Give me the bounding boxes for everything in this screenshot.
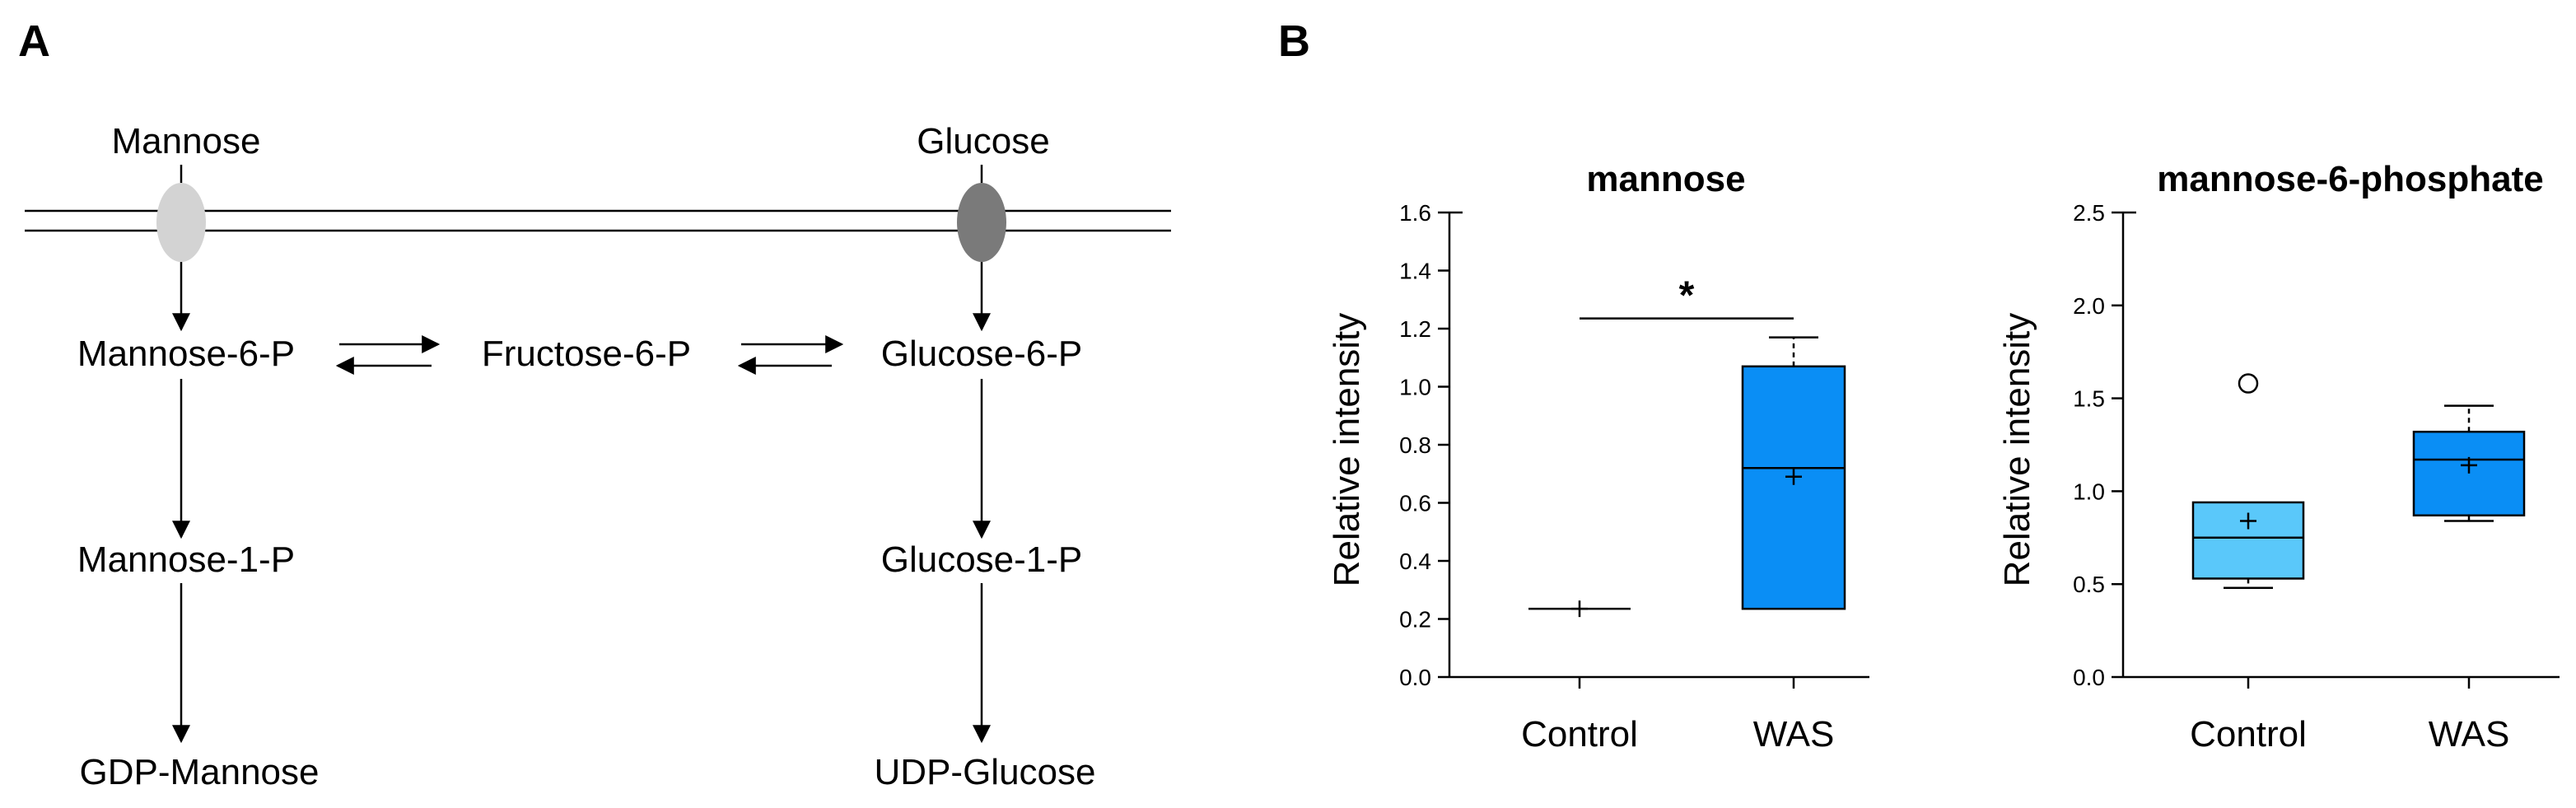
y-tick-label: 1.0 xyxy=(2073,479,2105,504)
node-mannose-1-p: Mannose-1-P xyxy=(77,539,295,580)
y-tick-label: 0.0 xyxy=(1399,665,1431,690)
panel-b: B mannose Relative intensity 0.0 0.2 0.4 0.6 0… xyxy=(1278,16,2560,754)
panel-a: A Mannose Mannose-6-P Mannose-1-P GDP-Ma… xyxy=(18,16,1171,792)
x-category-label: Control xyxy=(1521,714,1638,754)
chart-title: mannose-6-phosphate xyxy=(2157,159,2543,199)
y-tick-label: 1.6 xyxy=(1399,200,1431,226)
y-tick-label: 1.0 xyxy=(1399,375,1431,400)
node-gdp-mannose: GDP-Mannose xyxy=(79,752,319,792)
mean-marker xyxy=(1571,600,1588,618)
y-tick-label: 0.2 xyxy=(1399,607,1431,633)
node-mannose: Mannose xyxy=(111,121,260,161)
y-tick-label: 1.2 xyxy=(1399,316,1431,342)
x-category-label: WAS xyxy=(2429,714,2510,754)
outlier-point xyxy=(2238,373,2259,394)
y-axis-label: Relative intensity xyxy=(1327,313,1367,587)
chart-mannose: mannose Relative intensity 0.0 0.2 0.4 0.6 0.8… xyxy=(1327,159,1869,754)
mean-marker xyxy=(1785,468,1802,485)
node-glucose-6-p: Glucose-6-P xyxy=(881,334,1083,374)
mean-marker xyxy=(2461,456,2477,474)
y-tick-label: 0.6 xyxy=(1399,491,1431,516)
node-mannose-6-p: Mannose-6-P xyxy=(77,334,295,374)
y-tick-label: 2.5 xyxy=(2073,200,2105,226)
y-tick-label: 0.4 xyxy=(1399,549,1431,574)
y-tick-label: 0.5 xyxy=(2073,572,2105,597)
y-axis-label: Relative intensity xyxy=(1997,313,2037,587)
y-tick-label: 1.5 xyxy=(2073,386,2105,412)
mannose-transporter xyxy=(156,183,206,262)
box xyxy=(2412,430,2526,516)
x-category-label: WAS xyxy=(1753,714,1835,754)
y-tick-label: 1.4 xyxy=(1399,259,1431,284)
chart-title: mannose xyxy=(1586,159,1745,199)
node-udp-glucose: UDP-Glucose xyxy=(875,752,1096,792)
mean-marker xyxy=(2240,512,2256,530)
significance-label: * xyxy=(1679,274,1695,318)
y-tick-label: 0.8 xyxy=(1399,432,1431,458)
x-category-label: Control xyxy=(2190,714,2307,754)
panel-a-label: A xyxy=(18,16,50,66)
node-glucose-1-p: Glucose-1-P xyxy=(881,539,1083,580)
node-glucose: Glucose xyxy=(917,121,1049,161)
box xyxy=(1741,365,1846,610)
y-tick-label: 0.0 xyxy=(2073,665,2105,690)
chart-mannose-6-phosphate: mannose-6-phosphate Relative intensity 0.0… xyxy=(1997,159,2560,754)
node-fructose-6-p: Fructose-6-P xyxy=(482,334,691,374)
y-tick-label: 2.0 xyxy=(2073,293,2105,319)
glucose-transporter xyxy=(957,183,1006,262)
panel-b-label: B xyxy=(1278,16,1310,66)
